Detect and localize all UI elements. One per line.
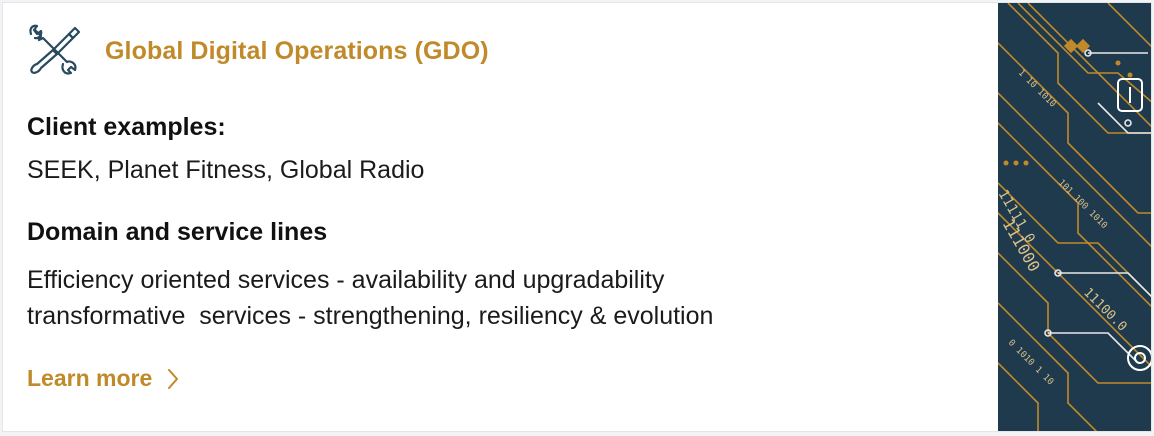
binary-text: 111000: [999, 216, 1044, 276]
client-examples-heading: Client examples:: [27, 113, 226, 141]
domain-line-2: transformative services - strengthening,…: [27, 302, 714, 330]
circuit-board-art: 1 10 1010 11111 0 111000 101 100 1010 11…: [998, 3, 1151, 431]
binary-text: 101 100 1010: [1056, 178, 1109, 231]
card-header: Global Digital Operations (GDO): [27, 23, 489, 79]
card-title: Global Digital Operations (GDO): [105, 36, 489, 65]
domain-heading: Domain and service lines: [27, 218, 328, 246]
card-content: Global Digital Operations (GDO) Client e…: [27, 3, 987, 431]
learn-more-label: Learn more: [27, 365, 153, 391]
domain-line-1: Efficiency oriented services - availabil…: [27, 266, 665, 294]
binary-text: 11100.0: [1080, 285, 1129, 334]
client-examples-text: SEEK, Planet Fitness, Global Radio: [27, 156, 425, 184]
chevron-right-icon: [168, 368, 179, 389]
binary-text: 0 1010 1 10: [1006, 338, 1055, 387]
domain-text: Efficiency oriented services - availabil…: [27, 262, 713, 334]
learn-more-link[interactable]: Learn more: [27, 365, 180, 392]
binary-text: 1 10 1010: [1016, 68, 1058, 110]
circuit-board-graphic: 1 10 1010 11111 0 111000 101 100 1010 11…: [998, 3, 1151, 431]
tools-icon: [29, 24, 81, 75]
